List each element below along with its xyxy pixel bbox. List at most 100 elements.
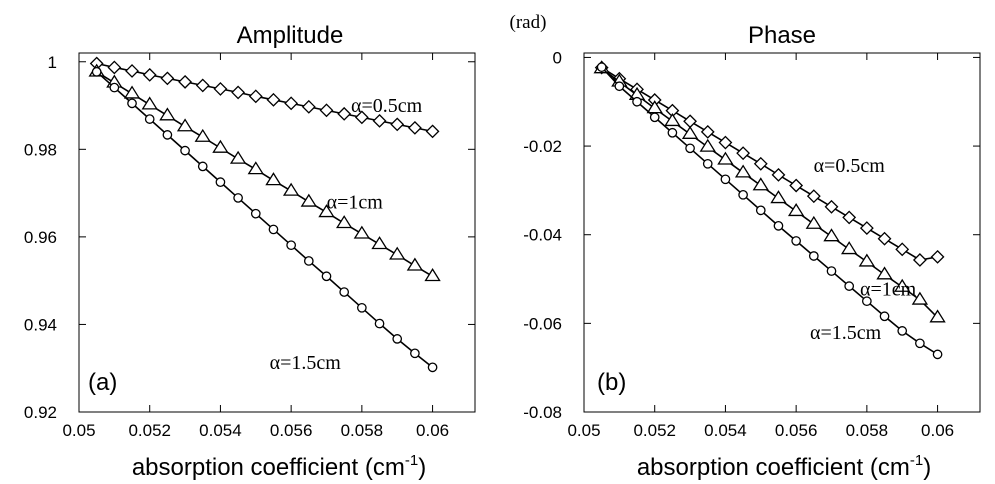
data-point [736, 146, 751, 161]
data-point [841, 241, 858, 255]
data-point [859, 221, 874, 235]
y-tick-label: 0.94 [24, 315, 57, 334]
data-point [319, 103, 334, 118]
data-point [806, 189, 821, 204]
data-point [127, 98, 137, 109]
data-point [912, 253, 927, 267]
data-point [162, 130, 173, 140]
data-point [911, 291, 929, 305]
data-point [425, 124, 440, 139]
data-point [681, 125, 699, 139]
data-point [389, 246, 406, 260]
panel-label: (b) [597, 369, 626, 396]
data-point [858, 253, 876, 267]
data-point [823, 228, 840, 242]
data-point [771, 167, 786, 182]
data-point [357, 302, 367, 313]
data-point [354, 110, 369, 125]
x-axis-label-text: absorption coefficient (cm [637, 454, 910, 481]
data-point [248, 89, 263, 104]
data-point [125, 64, 139, 78]
chart-title: Amplitude [237, 22, 344, 49]
y-tick-label: 1 [48, 53, 57, 72]
x-tick-label: 0.056 [270, 421, 313, 440]
data-point [300, 193, 317, 207]
data-point [773, 221, 784, 231]
data-point [876, 266, 893, 280]
data-point [699, 138, 716, 152]
x-tick-label: 0.052 [633, 421, 676, 440]
data-point [286, 240, 296, 251]
series-triangle: α=1cm [88, 63, 441, 282]
data-point [337, 106, 352, 121]
data-point [159, 107, 176, 121]
data-point [894, 278, 911, 292]
x-axis-label-text: absorption coefficient (cm [132, 454, 405, 481]
series-label: α=0.5cm [814, 155, 886, 177]
phase-panel: 0.05 0.052 0.054 0.056 0.058 0.06 -0.08 -0.06 -0… [510, 12, 981, 481]
data-point [649, 112, 660, 123]
data-point [702, 158, 713, 169]
data-point [336, 215, 353, 229]
plot-frame [78, 52, 476, 413]
data-point [107, 60, 122, 75]
data-point [632, 96, 642, 107]
series-label: α=1cm [860, 278, 917, 300]
series-label: α=1.5cm [810, 322, 882, 344]
data-point [109, 82, 120, 93]
data-point [318, 204, 335, 218]
data-point [144, 114, 155, 124]
data-point [266, 92, 281, 107]
data-point [789, 178, 804, 193]
data-point [265, 172, 282, 186]
data-point [753, 156, 768, 171]
data-point [614, 81, 625, 92]
data-point [406, 257, 424, 271]
data-point [284, 96, 299, 111]
data-point [250, 208, 261, 219]
data-point [371, 236, 388, 250]
plot-frame [583, 52, 981, 413]
x-axis-label-superscript: -1 [910, 452, 923, 469]
chart-title: Phase [748, 22, 816, 49]
x-tick-label: 0.05 [62, 421, 95, 440]
data-point [233, 193, 243, 203]
data-point [808, 251, 819, 261]
data-point [195, 78, 210, 93]
data-point [215, 177, 226, 188]
data-point [372, 113, 387, 128]
y-unit-label: (rad) [510, 12, 547, 33]
data-point [392, 334, 403, 344]
data-point [424, 268, 441, 282]
x-tick-label: 0.06 [921, 421, 954, 440]
data-point [667, 127, 678, 138]
data-point [895, 242, 910, 257]
data-point [720, 174, 731, 185]
y-tick-label: 0.92 [24, 403, 57, 422]
data-point [700, 124, 715, 139]
data-point [410, 348, 420, 359]
data-point [897, 326, 908, 336]
data-point [339, 287, 350, 297]
x-tick-label: 0.054 [704, 421, 747, 440]
data-point [197, 161, 208, 172]
data-point [930, 249, 945, 264]
data-point [390, 117, 405, 132]
series-diamond: α=0.5cm [89, 56, 440, 139]
data-point [231, 85, 246, 100]
amplitude-panel: 0.05 0.052 0.054 0.056 0.058 0.06 0.92 0.94 0.96… [24, 22, 476, 481]
data-point [791, 236, 801, 246]
data-point [142, 67, 157, 82]
data-point [194, 128, 211, 142]
data-point [91, 66, 102, 77]
data-point [141, 96, 158, 110]
data-point [178, 74, 192, 89]
data-point [176, 118, 194, 132]
x-axis-label: absorption coefficient (cm-1) [132, 452, 426, 481]
data-point [685, 143, 695, 154]
data-point [212, 139, 229, 153]
data-point [862, 296, 872, 307]
x-tick-label: 0.056 [775, 421, 818, 440]
data-point [301, 99, 316, 114]
x-tick-label: 0.06 [416, 421, 449, 440]
